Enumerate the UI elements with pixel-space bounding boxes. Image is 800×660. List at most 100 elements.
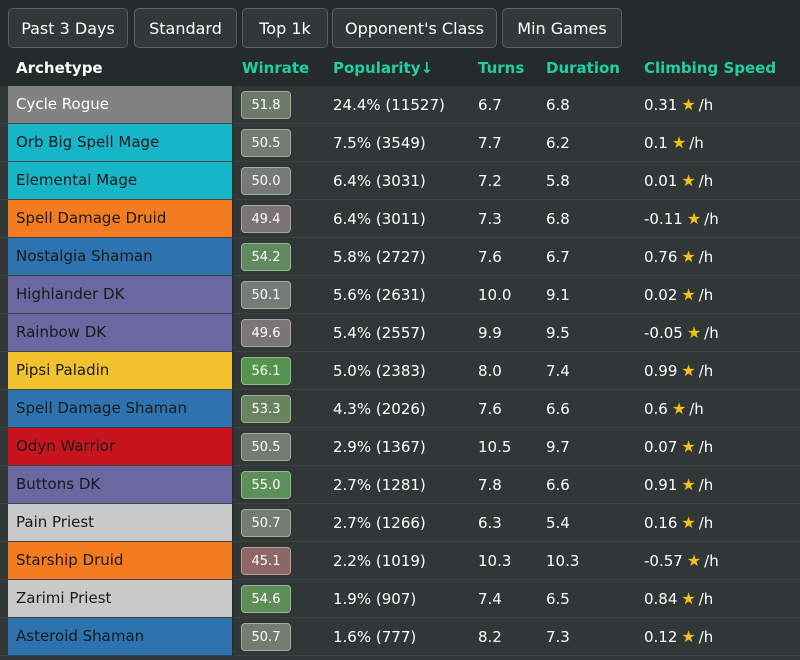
cell-divider xyxy=(232,314,234,352)
star-icon: ★ xyxy=(681,589,696,608)
star-icon: ★ xyxy=(681,247,696,266)
winrate-badge: 50.0 xyxy=(241,167,291,195)
popularity-value: 5.6% (2631) xyxy=(333,286,426,304)
archetype-name[interactable]: Cycle Rogue xyxy=(8,86,232,123)
table-header: Archetype Winrate Popularity↓ Turns Dura… xyxy=(0,50,800,86)
table-row[interactable]: Odyn Warrior 50.5 2.9% (1367) 10.5 9.7 0.07 ★ /… xyxy=(0,428,800,466)
climbing-speed-cell: 0.91 ★/h xyxy=(644,466,713,504)
climbing-speed-cell: 0.99 ★/h xyxy=(644,352,713,390)
duration-value: 5.4 xyxy=(546,514,570,532)
star-icon: ★ xyxy=(686,323,702,342)
winrate-badge: 53.3 xyxy=(241,395,291,423)
per-hour-unit: /h xyxy=(698,96,714,114)
archetype-name[interactable]: Pipsi Paladin xyxy=(8,352,232,389)
table-row[interactable]: Nostalgia Shaman 54.2 5.8% (2727) 7.6 6.7 0.7… xyxy=(0,238,800,276)
per-hour-unit: /h xyxy=(698,628,714,646)
header-turns[interactable]: Turns xyxy=(478,59,525,77)
popularity-value: 6.4% (3031) xyxy=(333,172,426,190)
archetype-name[interactable]: Highlander DK xyxy=(8,276,232,313)
star-icon: ★ xyxy=(671,399,687,418)
filter-format-button[interactable]: Standard xyxy=(134,8,237,48)
per-hour-unit: /h xyxy=(704,324,719,342)
turns-value: 6.3 xyxy=(478,514,502,532)
per-hour-unit: /h xyxy=(698,476,714,494)
filter-opponent-class-button[interactable]: Opponent's Class xyxy=(332,8,497,48)
per-hour-unit: /h xyxy=(698,362,714,380)
winrate-badge: 51.8 xyxy=(241,91,291,119)
popularity-value: 1.9% (907) xyxy=(333,590,417,608)
table-row[interactable]: Spell Damage Druid 49.4 6.4% (3011) 7.3 6.8 -… xyxy=(0,200,800,238)
duration-value: 5.8 xyxy=(546,172,570,190)
filter-min-games-button[interactable]: Min Games xyxy=(502,8,622,48)
cell-divider xyxy=(232,390,234,428)
header-winrate[interactable]: Winrate xyxy=(242,59,310,77)
climbing-speed-value: 0.01 xyxy=(644,172,678,190)
table-row[interactable]: Starship Druid 45.1 2.2% (1019) 10.3 10.3 -0.… xyxy=(0,542,800,580)
header-archetype[interactable]: Archetype xyxy=(16,59,103,77)
climbing-speed-value: 0.12 xyxy=(644,628,678,646)
turns-value: 9.9 xyxy=(478,324,502,342)
archetype-name[interactable]: Starship Druid xyxy=(8,542,232,579)
climbing-speed-cell: 0.6 ★/h xyxy=(644,390,704,428)
star-icon: ★ xyxy=(681,513,696,532)
archetype-name[interactable]: Spell Damage Shaman xyxy=(8,390,232,427)
popularity-value: 2.7% (1266) xyxy=(333,514,426,532)
archetype-name[interactable]: Rainbow DK xyxy=(8,314,232,351)
climbing-speed-cell: -0.11 ★/h xyxy=(644,200,719,238)
climbing-speed-cell: 0.84 ★/h xyxy=(644,580,713,618)
climbing-speed-cell: 0.02 ★/h xyxy=(644,276,713,314)
filter-bar: Past 3 Days Standard Top 1k Opponent's C… xyxy=(0,0,800,50)
table-row[interactable]: Asteroid Shaman 50.7 1.6% (777) 8.2 7.3 0.12 ★… xyxy=(0,618,800,656)
table-row[interactable]: Spell Damage Shaman 53.3 4.3% (2026) 7.6 6.6… xyxy=(0,390,800,428)
table-row[interactable]: Cycle Rogue 51.8 24.4% (11527) 6.7 6.8 0.31 ★ /… xyxy=(0,86,800,124)
per-hour-unit: /h xyxy=(698,438,714,456)
filter-time-range-button[interactable]: Past 3 Days xyxy=(8,8,128,48)
table-row[interactable]: Pain Priest 50.7 2.7% (1266) 6.3 5.4 0.16 ★/h xyxy=(0,504,800,542)
turns-value: 10.3 xyxy=(478,552,512,570)
climbing-speed-value: 0.31 xyxy=(644,96,678,114)
climbing-speed-value: 0.07 xyxy=(644,438,678,456)
archetype-name[interactable]: Zarimi Priest xyxy=(8,580,232,617)
table-row[interactable]: Buttons DK 55.0 2.7% (1281) 7.8 6.6 0.91 ★/h xyxy=(0,466,800,504)
archetype-name[interactable]: Orb Big Spell Mage xyxy=(8,124,232,161)
climbing-speed-cell: 0.76 ★/h xyxy=(644,238,713,276)
winrate-badge: 54.6 xyxy=(241,585,291,613)
duration-value: 6.8 xyxy=(546,210,570,228)
header-popularity[interactable]: Popularity↓ xyxy=(333,59,434,77)
duration-value: 6.6 xyxy=(546,400,570,418)
cell-divider xyxy=(232,618,234,656)
winrate-badge: 50.7 xyxy=(241,509,291,537)
header-climbing-speed[interactable]: Climbing Speed xyxy=(644,59,777,77)
turns-value: 7.4 xyxy=(478,590,502,608)
archetype-name[interactable]: Nostalgia Shaman xyxy=(8,238,232,275)
table-row[interactable]: Rainbow DK 49.6 5.4% (2557) 9.9 9.5 -0.05 ★/h xyxy=(0,314,800,352)
table-row[interactable]: Elemental Mage 50.0 6.4% (3031) 7.2 5.8 0.01 ★… xyxy=(0,162,800,200)
archetype-name[interactable]: Odyn Warrior xyxy=(8,428,232,465)
popularity-value: 5.0% (2383) xyxy=(333,362,426,380)
archetype-name[interactable]: Asteroid Shaman xyxy=(8,618,232,655)
turns-value: 7.6 xyxy=(478,248,502,266)
header-duration[interactable]: Duration xyxy=(546,59,620,77)
popularity-value: 2.2% (1019) xyxy=(333,552,426,570)
table-row[interactable]: Orb Big Spell Mage 50.5 7.5% (3549) 7.7 6.2 0… xyxy=(0,124,800,162)
winrate-badge: 56.1 xyxy=(241,357,291,385)
archetype-name[interactable]: Elemental Mage xyxy=(8,162,232,199)
popularity-value: 2.7% (1281) xyxy=(333,476,426,494)
per-hour-unit: /h xyxy=(704,210,719,228)
winrate-badge: 49.6 xyxy=(241,319,291,347)
turns-value: 10.5 xyxy=(478,438,512,456)
archetype-name[interactable]: Pain Priest xyxy=(8,504,232,541)
cell-divider xyxy=(232,542,234,580)
climbing-speed-cell: 0.1 ★/h xyxy=(644,124,704,162)
popularity-value: 4.3% (2026) xyxy=(333,400,426,418)
filter-rank-button[interactable]: Top 1k xyxy=(242,8,328,48)
climbing-speed-value: 0.91 xyxy=(644,476,678,494)
archetype-name[interactable]: Buttons DK xyxy=(8,466,232,503)
climbing-speed-value: 0.76 xyxy=(644,248,678,266)
table-row[interactable]: Highlander DK 50.1 5.6% (2631) 10.0 9.1 0.02 ★… xyxy=(0,276,800,314)
archetype-name[interactable]: Spell Damage Druid xyxy=(8,200,232,237)
table-row[interactable]: Zarimi Priest 54.6 1.9% (907) 7.4 6.5 0.84 ★/h xyxy=(0,580,800,618)
table-row[interactable]: Pipsi Paladin 56.1 5.0% (2383) 8.0 7.4 0.99 ★ /… xyxy=(0,352,800,390)
cell-divider xyxy=(232,580,234,618)
per-hour-unit: /h xyxy=(689,400,704,418)
